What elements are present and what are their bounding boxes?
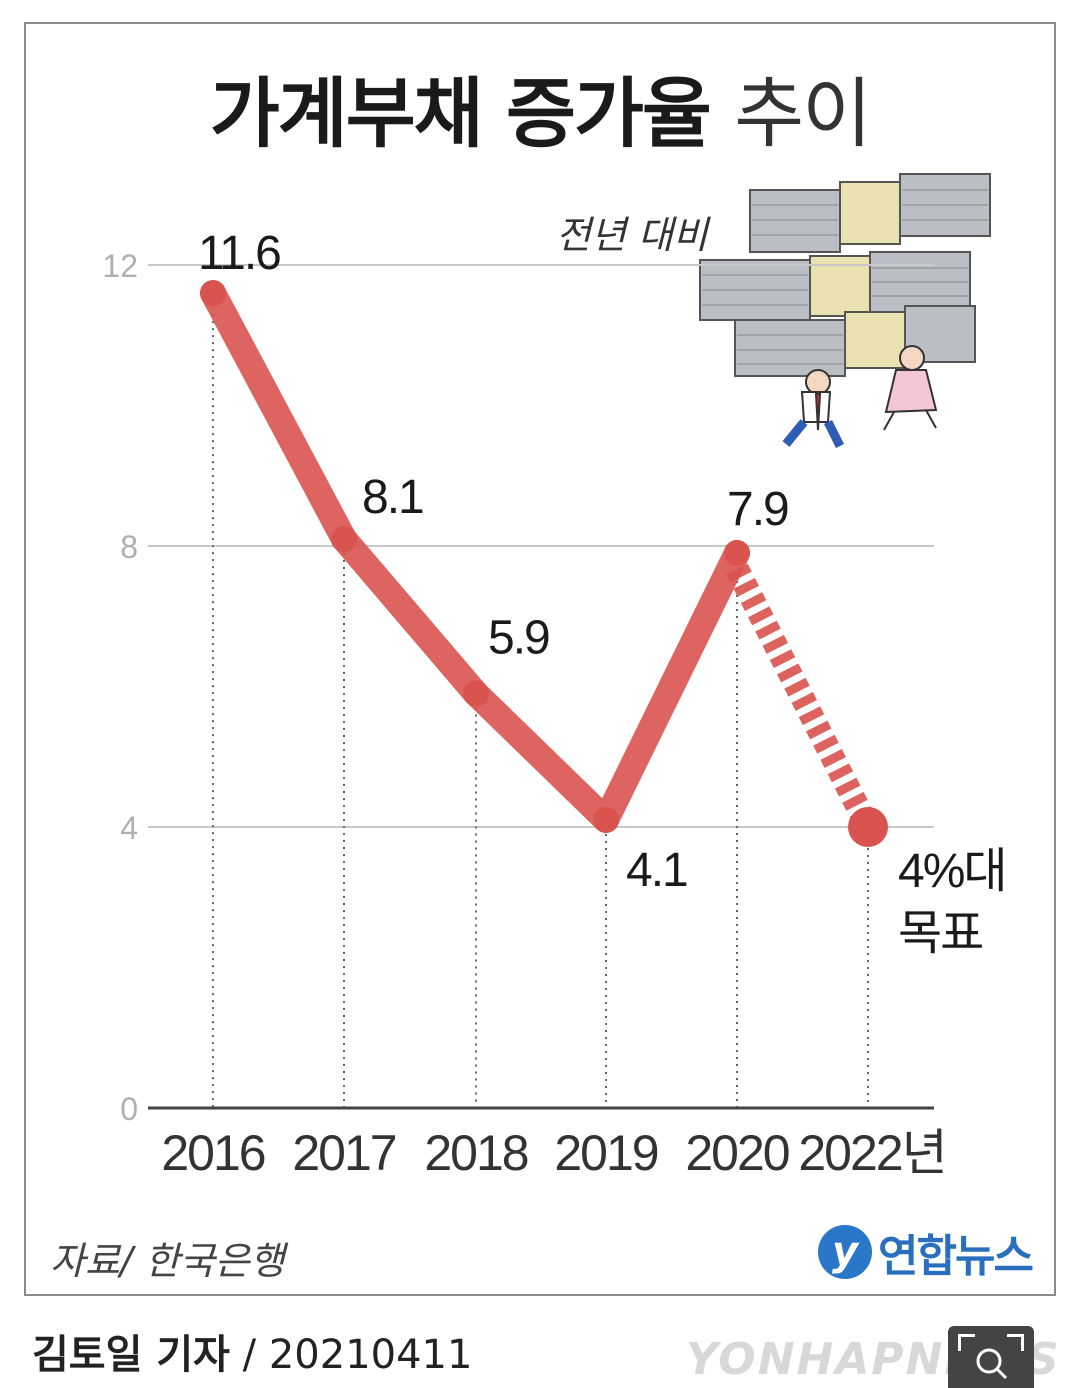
y-tick-label: 0: [120, 1091, 138, 1127]
x-tick-label: 2022년: [798, 1125, 945, 1181]
zoom-button[interactable]: [948, 1326, 1034, 1388]
data-label: 목표: [898, 907, 982, 960]
data-point: [848, 807, 888, 847]
zoom-corner-icon: [958, 1334, 975, 1351]
data-point: [463, 680, 489, 707]
y-tick-label: 8: [120, 529, 138, 565]
x-tick-label: 2016: [161, 1125, 264, 1181]
x-tick-label: 2018: [424, 1125, 527, 1181]
money-stack-illustration: [699, 173, 991, 449]
y-tick-label: 4: [120, 810, 138, 846]
data-label: 7.9: [727, 483, 788, 536]
data-point: [593, 806, 619, 833]
data-label: 8.1: [362, 471, 423, 524]
source-note: 자료/ 한국은행: [50, 1239, 285, 1283]
yonhap-logo: y 연합뉴스: [818, 1222, 1034, 1282]
chart-title: 가계부채 증가율 추이: [0, 52, 1080, 162]
title-main: 가계부채 증가율: [209, 69, 712, 158]
projection-line: [726, 563, 879, 833]
data-label: 11.6: [198, 227, 280, 280]
data-point: [200, 280, 226, 307]
series-line: [200, 280, 750, 833]
data-label: 4.1: [626, 844, 687, 897]
y-tick-label: 12: [102, 248, 138, 284]
zoom-corner-icon: [1007, 1334, 1024, 1351]
x-tick-label: 2020: [685, 1125, 788, 1181]
publish-date: / 20210411: [242, 1332, 473, 1378]
reporter-name: 김토일 기자: [32, 1332, 230, 1378]
yonhap-logo-icon: y: [818, 1225, 872, 1279]
title-light: 추이: [734, 69, 872, 158]
x-tick-label: 2017: [292, 1125, 395, 1181]
magnifier-icon: [976, 1348, 1008, 1380]
data-point: [724, 540, 750, 567]
chart-subtitle: 전년 대비: [556, 213, 708, 257]
data-label: 4%대: [898, 845, 1006, 898]
data-point: [331, 525, 357, 552]
logo-text: 연합뉴스: [878, 1231, 1034, 1282]
data-label: 5.9: [488, 612, 549, 665]
byline: 김토일 기자 / 20210411: [32, 1322, 472, 1380]
x-tick-label: 2019: [554, 1125, 657, 1181]
